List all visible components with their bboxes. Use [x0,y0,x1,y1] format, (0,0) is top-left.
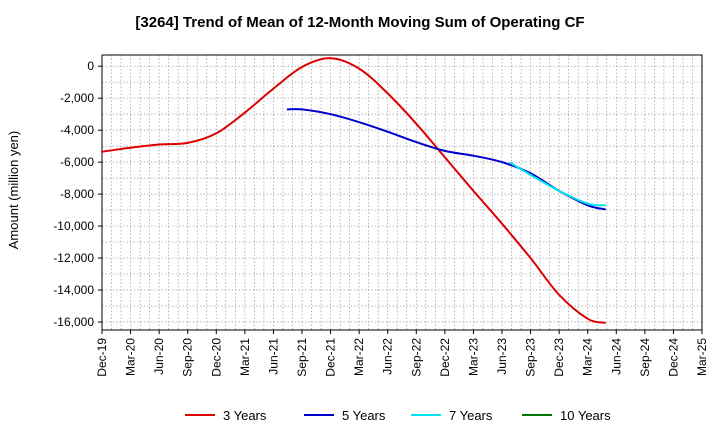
x-tick-label: Jun-23 [495,338,509,375]
y-tick-label: -6,000 [60,155,94,169]
y-tick-label: -2,000 [60,91,94,105]
y-tick-label: -12,000 [53,251,94,265]
x-tick-label: Mar-24 [581,338,595,376]
x-tick-label: Jun-24 [609,338,623,375]
y-axis-ticks: 0 -2,000 -4,000 -6,000 -8,000 -10,000 -12,000 -… [53,59,102,329]
x-tick-label: Sep-21 [295,338,309,377]
legend-label-5-years: 5 Years [342,408,386,423]
y-axis-label: Amount (million yen) [6,131,21,250]
y-tick-label: -16,000 [53,315,94,329]
x-tick-label: Dec-24 [666,338,680,377]
x-tick-label: Jun-20 [152,338,166,375]
x-tick-label: Dec-22 [438,338,452,377]
x-tick-label: Sep-24 [638,338,652,377]
x-tick-label: Mar-21 [238,338,252,376]
legend-label-7-years: 7 Years [449,408,493,423]
y-tick-label: -14,000 [53,283,94,297]
legend-label-10-years: 10 Years [560,408,611,423]
series-line-3-years [101,57,606,324]
series-line-7-years [509,161,606,207]
y-tick-label: -8,000 [60,187,94,201]
grid-lines [102,55,702,330]
x-tick-label: Jun-21 [266,338,280,375]
x-tick-label: Dec-21 [324,338,338,377]
legend: 3 Years 5 Years 7 Years 10 Years [185,408,611,423]
x-tick-label: Dec-20 [209,338,223,377]
y-tick-label: -4,000 [60,123,94,137]
x-tick-label: Dec-23 [552,338,566,377]
x-tick-label: Jun-22 [381,338,395,375]
x-tick-label: Mar-22 [352,338,366,376]
series-lines [101,57,606,324]
x-tick-label: Sep-22 [409,338,423,377]
x-tick-label: Mar-25 [695,338,709,376]
chart-title: [3264] Trend of Mean of 12-Month Moving … [135,14,584,31]
y-tick-label: 0 [87,59,94,73]
x-tick-label: Dec-19 [95,338,109,377]
x-tick-label: Mar-23 [466,338,480,376]
legend-label-3-years: 3 Years [223,408,267,423]
x-tick-label: Sep-23 [524,338,538,377]
plot-area-frame [101,54,703,331]
x-tick-label: Sep-20 [181,338,195,377]
x-tick-label: Mar-20 [124,338,138,376]
x-axis-ticks: Dec-19 Mar-20 Jun-20 Sep-20 Dec-20 Mar-21 Jun-… [95,330,709,377]
y-tick-label: -10,000 [53,219,94,233]
